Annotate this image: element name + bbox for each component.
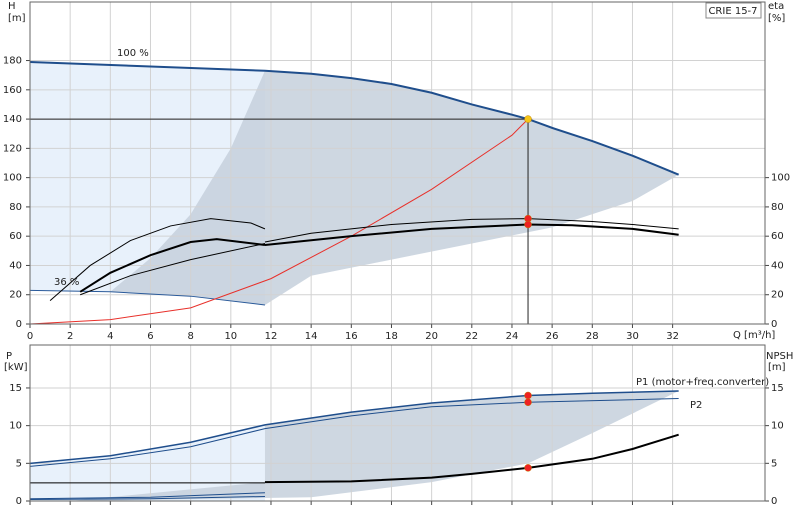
x-tick-label: 20 xyxy=(425,331,438,342)
x-tick-label: 10 xyxy=(224,331,237,342)
y2-tick-label: 20 xyxy=(771,290,784,301)
legend-title: CRIE 15-7 xyxy=(708,6,757,17)
y2-axis-unit: [m] xyxy=(768,362,786,373)
y2-axis-unit: [%] xyxy=(768,13,785,24)
x-tick-label: 26 xyxy=(546,331,559,342)
curve xyxy=(29,390,679,465)
operating-point xyxy=(524,391,532,400)
x-tick-label: 22 xyxy=(465,331,478,342)
curve xyxy=(80,243,266,296)
y2-tick-label: 80 xyxy=(771,202,784,213)
y-tick-label: 120 xyxy=(3,143,22,154)
x-tick-label: 32 xyxy=(666,331,679,342)
curve-label: 100 % xyxy=(117,48,149,59)
y-axis-unit: [m] xyxy=(8,13,26,24)
y-tick-label: 15 xyxy=(9,383,22,394)
y2-tick-label: 0 xyxy=(771,319,777,330)
curve-label: P1 (motor+freq.converter) xyxy=(636,377,769,388)
y-tick-label: 10 xyxy=(9,421,22,432)
x-tick-label: 8 xyxy=(187,331,193,342)
y-tick-label: 80 xyxy=(9,202,22,213)
y2-axis-title: NPSH xyxy=(766,351,793,362)
y-tick-label: 0 xyxy=(16,319,22,330)
curve xyxy=(29,398,679,467)
curve xyxy=(29,118,529,325)
legend-box xyxy=(705,2,762,19)
y-tick-label: 180 xyxy=(3,56,22,67)
x-tick-label: 18 xyxy=(385,331,398,342)
x-tick-label: 30 xyxy=(626,331,639,342)
x-tick-label: 4 xyxy=(107,331,113,342)
y2-tick-label: 5 xyxy=(771,458,777,469)
y-tick-label: 160 xyxy=(3,85,22,96)
curve xyxy=(29,61,680,176)
curve-label: P2 xyxy=(690,400,702,411)
y-tick-label: 140 xyxy=(3,114,22,125)
x-tick-label: 6 xyxy=(147,331,153,342)
y2-axis-title: eta xyxy=(768,1,784,12)
y-tick-label: 100 xyxy=(3,173,22,184)
x-tick-label: 14 xyxy=(305,331,318,342)
x-tick-label: 12 xyxy=(265,331,278,342)
y-axis-title: P xyxy=(6,351,12,362)
y2-tick-label: 0 xyxy=(771,496,777,507)
curve xyxy=(264,433,679,484)
operating-point xyxy=(524,220,532,229)
y-axis-title: H xyxy=(8,1,16,12)
y-tick-label: 60 xyxy=(9,231,22,242)
y-tick-label: 40 xyxy=(9,260,22,271)
y-tick-label: 0 xyxy=(16,496,22,507)
y2-tick-label: 15 xyxy=(771,383,784,394)
curve xyxy=(264,218,679,243)
curve xyxy=(29,289,266,306)
x-tick-label: 2 xyxy=(67,331,73,342)
plot-frame xyxy=(29,344,766,502)
plot-frame xyxy=(29,1,766,325)
operating-point xyxy=(524,464,532,472)
y-tick-label: 5 xyxy=(16,458,22,469)
x-tick-label: 16 xyxy=(345,331,358,342)
y2-tick-label: 40 xyxy=(771,260,784,271)
curve xyxy=(49,218,266,301)
x-tick-label: 28 xyxy=(586,331,599,342)
y-axis-unit: [kW] xyxy=(4,362,28,373)
curve xyxy=(29,495,265,500)
curve xyxy=(29,492,265,500)
y-tick-label: 20 xyxy=(9,290,22,301)
curve-label: 36 % xyxy=(54,277,79,288)
x-tick-label: 0 xyxy=(27,331,33,342)
y2-tick-label: 60 xyxy=(771,231,784,242)
y2-tick-label: 10 xyxy=(771,421,784,432)
operating-point xyxy=(524,115,532,123)
operating-point xyxy=(524,398,532,407)
operating-area xyxy=(70,390,679,501)
curve xyxy=(79,238,266,293)
x-tick-label: 24 xyxy=(506,331,519,342)
y2-tick-label: 100 xyxy=(771,173,790,184)
x-axis-title: Q [m³/h] xyxy=(733,330,775,341)
